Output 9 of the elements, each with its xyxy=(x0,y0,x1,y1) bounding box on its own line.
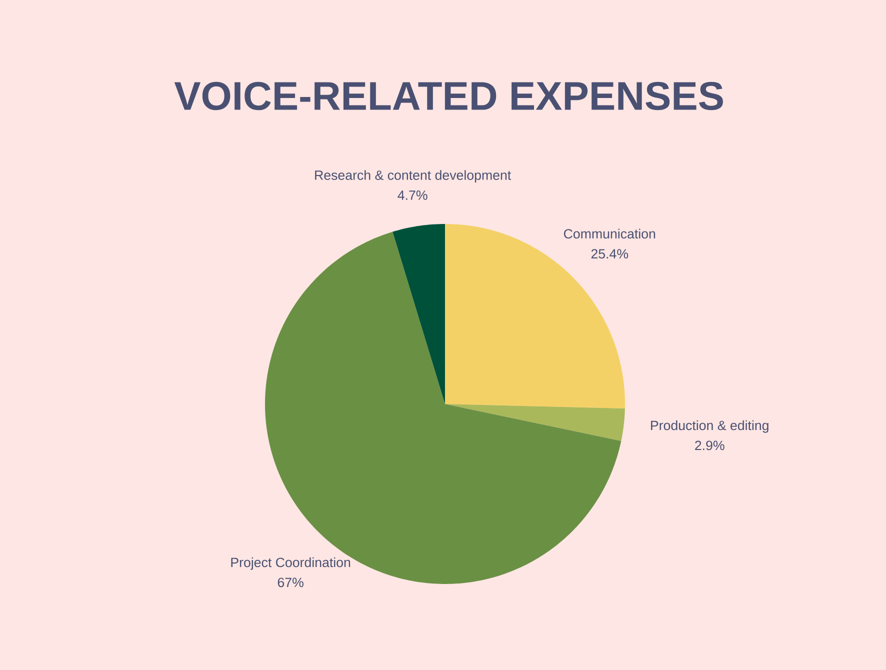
slice-label: Production & editing xyxy=(651,420,768,433)
data-label: 67% xyxy=(278,578,304,588)
chart-title: VOICE-RELATED EXPENSES xyxy=(174,82,723,110)
slice-label: Project Coordination xyxy=(231,557,350,570)
data-label: 2.9% xyxy=(695,440,724,450)
data-label: 25.4% xyxy=(591,249,628,259)
slice-label: Communication xyxy=(564,228,656,239)
slice-label: Research & content development xyxy=(315,170,512,183)
data-label: 4.7% xyxy=(398,190,428,200)
